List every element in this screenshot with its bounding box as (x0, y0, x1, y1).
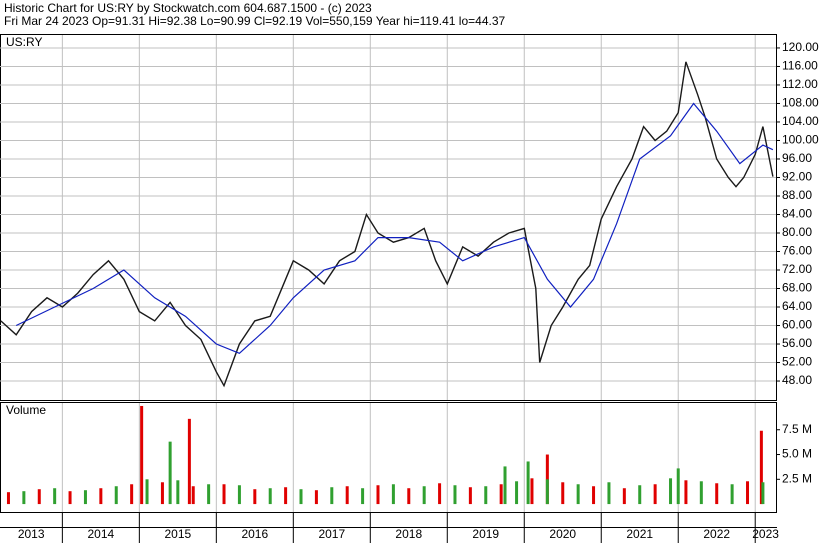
volume-bar (503, 466, 507, 505)
x-tick-label: 2020 (549, 527, 576, 541)
volume-bar (391, 484, 395, 505)
volume-bar (545, 479, 549, 505)
volume-bar (207, 484, 211, 505)
y-tick-label: 76.00 (782, 244, 812, 258)
y-tick-label: 104.00 (782, 114, 819, 128)
x-tick-label: 2022 (703, 527, 730, 541)
volume-bar (114, 486, 118, 505)
volume-bar (37, 489, 41, 505)
volume-bar (376, 485, 380, 505)
volume-bar (576, 484, 580, 505)
volume-bar (684, 480, 688, 505)
volume-bar (284, 487, 288, 505)
volume-bar (622, 488, 626, 505)
y-tick-label: 84.00 (782, 207, 812, 221)
y-tick-label: 96.00 (782, 151, 812, 165)
volume-bar (676, 468, 680, 505)
volume-panel (0, 402, 777, 513)
volume-bar (299, 489, 303, 505)
panel-title: Volume (6, 403, 46, 417)
x-tick-label: 2016 (241, 527, 268, 541)
volume-bar (422, 486, 426, 505)
volume-bar (669, 478, 673, 505)
volume-bar (759, 430, 763, 505)
volume-bar (140, 405, 144, 505)
y-tick-label: 7.5 M (782, 422, 812, 436)
y-tick-label: 56.00 (782, 336, 812, 350)
volume-bar (83, 490, 87, 505)
x-tick-label: 2023 (752, 527, 779, 541)
volume-bar (22, 491, 26, 505)
volume-bar (330, 487, 334, 505)
volume-bar (746, 481, 750, 505)
volume-bar (361, 488, 365, 505)
volume-bar (526, 461, 530, 505)
x-tick-label: 2019 (472, 527, 499, 541)
price-line (15, 102, 774, 354)
volume-bar (453, 485, 457, 505)
price-panel (0, 34, 777, 401)
volume-bar (187, 418, 191, 505)
y-tick-label: 60.00 (782, 318, 812, 332)
y-tick-label: 100.00 (782, 133, 819, 147)
volume-bar (176, 480, 180, 505)
volume-bar (530, 478, 534, 505)
y-tick-label: 52.00 (782, 355, 812, 369)
volume-bar (607, 482, 611, 505)
y-tick-label: 120.00 (782, 40, 819, 54)
volume-bar (592, 486, 596, 505)
volume-bar (253, 489, 257, 505)
x-tick-label: 2015 (164, 527, 191, 541)
x-tick-label: 2021 (626, 527, 653, 541)
volume-bar (99, 488, 103, 505)
price-line (0, 61, 774, 388)
y-tick-label: 48.00 (782, 373, 812, 387)
volume-bar (191, 486, 195, 505)
volume-bar (237, 485, 241, 505)
y-tick-label: 64.00 (782, 299, 812, 313)
y-tick-label: 92.00 (782, 170, 812, 184)
x-tick-label: 2018 (395, 527, 422, 541)
y-tick-label: 2.5 M (782, 471, 812, 485)
volume-bar (145, 479, 149, 505)
volume-bar (468, 487, 472, 505)
volume-bar (499, 484, 503, 505)
y-tick-label: 116.00 (782, 59, 818, 73)
volume-bar (730, 484, 734, 505)
volume-bar (438, 483, 442, 505)
x-tick-label: 2014 (87, 527, 114, 541)
volume-bar (345, 486, 349, 505)
y-tick-label: 80.00 (782, 225, 812, 239)
y-tick-label: 72.00 (782, 262, 812, 276)
volume-bar (168, 441, 172, 505)
volume-bar (222, 484, 226, 505)
volume-bar (515, 481, 519, 505)
volume-bar (715, 483, 719, 505)
volume-bar (761, 482, 765, 505)
volume-bar (268, 488, 272, 505)
volume-bar (68, 491, 72, 505)
y-tick-label: 112.00 (782, 77, 818, 91)
x-tick-label: 2013 (18, 527, 45, 541)
panel-title: US:RY (6, 35, 42, 49)
volume-bar (407, 488, 411, 505)
y-tick-label: 5.0 M (782, 447, 812, 461)
y-tick-label: 68.00 (782, 281, 812, 295)
x-tick-label: 2017 (318, 527, 345, 541)
volume-bar (561, 482, 565, 505)
volume-bar (314, 490, 318, 505)
y-tick-label: 108.00 (782, 96, 819, 110)
volume-bar (653, 484, 657, 505)
volume-bar (638, 485, 642, 505)
volume-bar (484, 486, 488, 505)
header-line: Historic Chart for US:RY by Stockwatch.c… (4, 1, 372, 15)
volume-bar (6, 492, 10, 505)
y-tick-label: 88.00 (782, 188, 812, 202)
header-info: Fri Mar 24 2023 Op=91.31 Hi=92.38 Lo=90.… (4, 14, 506, 28)
volume-bar (699, 481, 703, 505)
volume-bar (130, 484, 134, 505)
volume-bar (160, 482, 164, 505)
volume-bar (53, 488, 57, 505)
